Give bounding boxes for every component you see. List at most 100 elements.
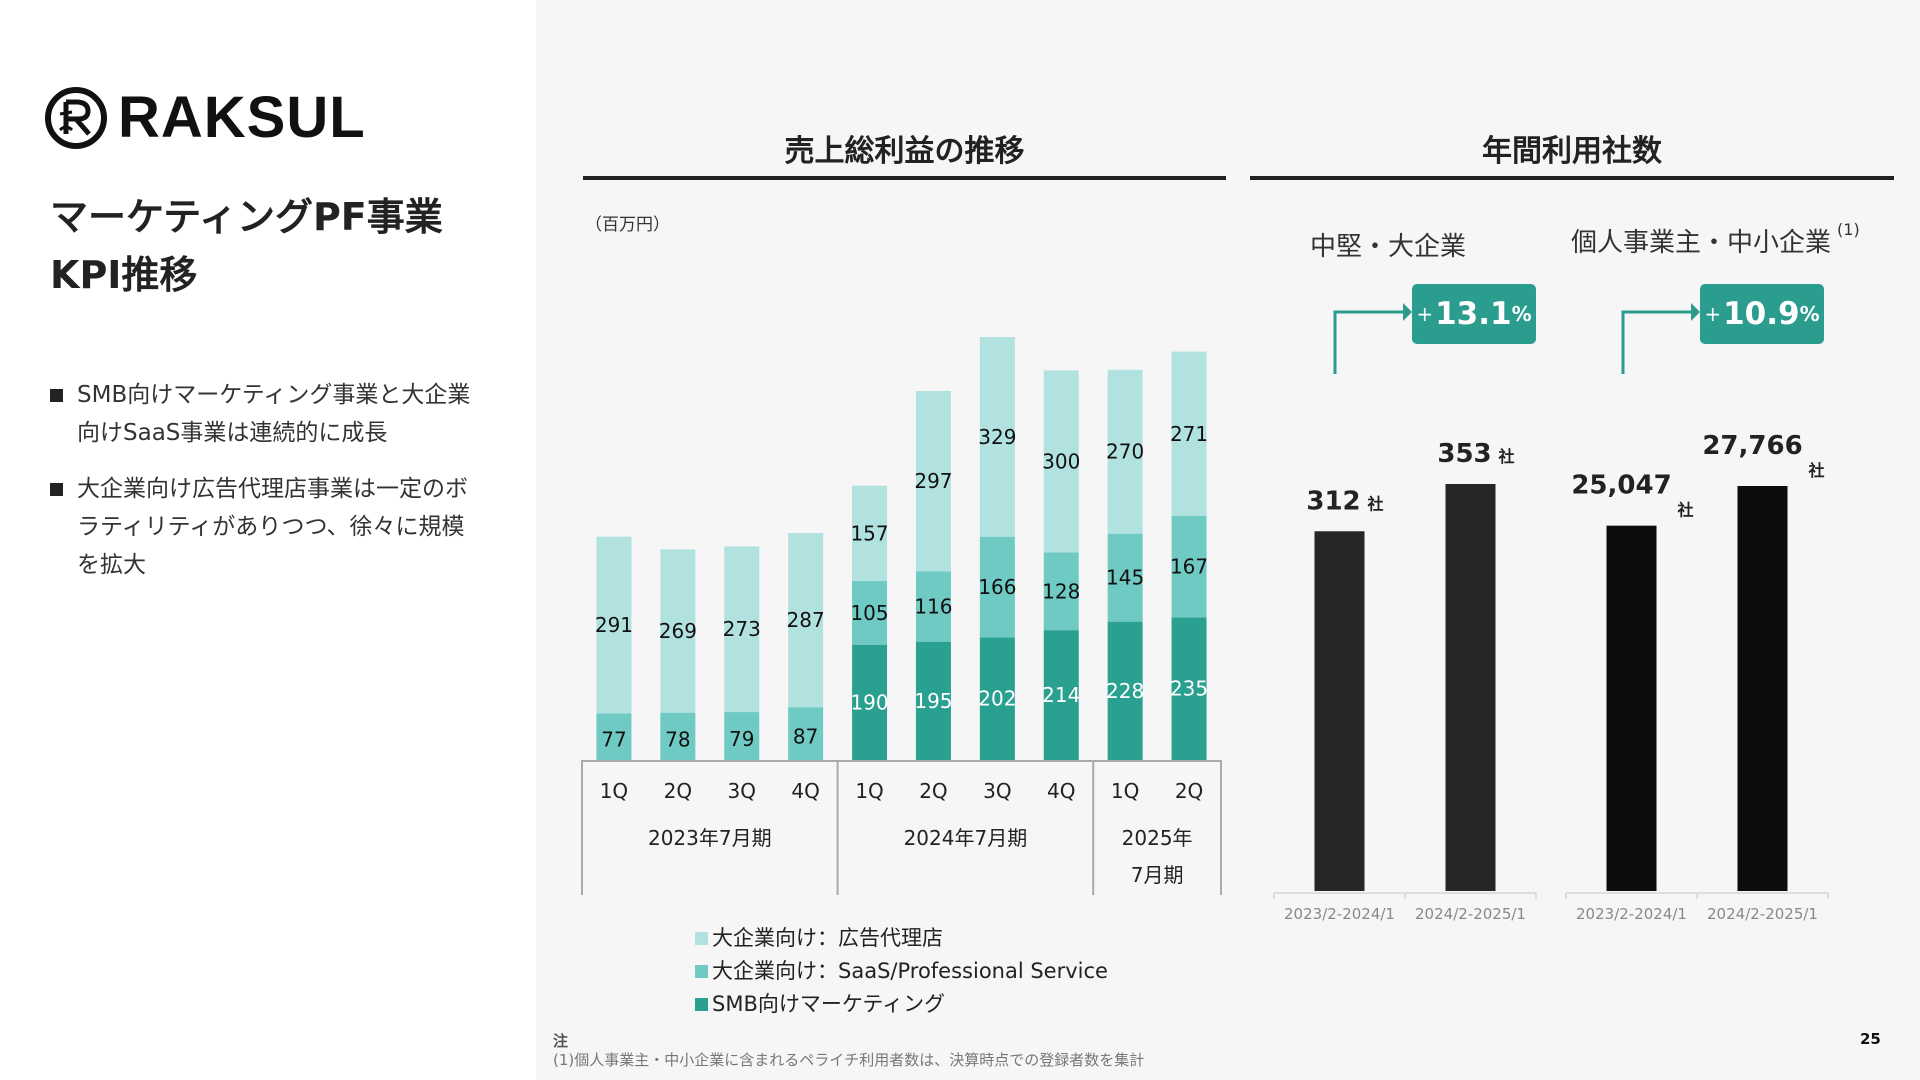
data-label: 145 bbox=[1106, 566, 1144, 590]
data-label: 79 bbox=[729, 727, 754, 751]
bar-segment-ad-agency bbox=[1171, 351, 1207, 517]
value-unit: 社 bbox=[1676, 501, 1693, 520]
data-label: 116 bbox=[914, 594, 952, 618]
bar-segment-saas bbox=[724, 712, 760, 760]
data-label: 202 bbox=[978, 687, 1016, 711]
legend-item-saas: 大企業向け：SaaS/Professional Service bbox=[695, 955, 1108, 988]
bullet-text: SMB向けマーケティング事業と大企業 bbox=[77, 382, 471, 408]
group-label: 2023年7月期 bbox=[648, 826, 772, 850]
x-tick-label: 2Q bbox=[664, 779, 692, 803]
x-tick-label: 1Q bbox=[600, 779, 628, 803]
data-label: 105 bbox=[850, 601, 888, 625]
data-label: 167 bbox=[1170, 555, 1208, 579]
legend-label: 大企業向け：広告代理店 bbox=[712, 926, 943, 950]
group-title-text: 個人事業主・中小企業 bbox=[1571, 228, 1832, 258]
legend-swatch-saas bbox=[695, 965, 708, 978]
value-label: 353 bbox=[1437, 439, 1491, 469]
group-label: 7月期 bbox=[1131, 863, 1184, 887]
chart-legend: 大企業向け：広告代理店 大企業向け：SaaS/Professional Serv… bbox=[695, 922, 1108, 1021]
bar-segment-saas bbox=[1043, 552, 1079, 631]
x-tick-label: 2023/2-2024/1 bbox=[1284, 905, 1395, 923]
bar-segment-saas bbox=[1171, 516, 1207, 618]
bar-segment-ad-agency bbox=[1043, 370, 1079, 553]
legend-swatch-smb bbox=[695, 998, 708, 1011]
growth-unit: % bbox=[1511, 302, 1532, 326]
x-tick-label: 2024/2-2025/1 bbox=[1707, 905, 1818, 923]
data-label: 228 bbox=[1106, 679, 1144, 703]
customer-bar bbox=[1737, 486, 1788, 891]
growth-badge-smb: +10.9% bbox=[1700, 284, 1824, 344]
value-unit: 社 bbox=[1498, 447, 1515, 466]
footnote-text: (1)個人事業主・中小企業に含まれるペライチ利用者数は、決算時点での登録者数を集… bbox=[553, 1051, 1145, 1069]
data-label: 214 bbox=[1042, 683, 1080, 707]
bar-segment-smb bbox=[979, 637, 1015, 760]
bar-segment-saas bbox=[660, 712, 696, 760]
data-label: 297 bbox=[914, 469, 952, 493]
bar-segment-ad-agency bbox=[979, 337, 1015, 537]
data-label: 157 bbox=[850, 521, 888, 545]
page-title-line1: マーケティングPF事業 bbox=[50, 195, 443, 239]
arrow-head-icon bbox=[1403, 303, 1412, 321]
footnote: 注 (1)個人事業主・中小企業に含まれるペライチ利用者数は、決算時点での登録者数… bbox=[553, 1032, 1144, 1070]
bar-segment-ad-agency bbox=[660, 549, 696, 713]
x-tick-label: 1Q bbox=[855, 779, 883, 803]
customer-bar bbox=[1445, 484, 1496, 891]
growth-arrow-line bbox=[1621, 310, 1692, 374]
x-tick-label: 1Q bbox=[1111, 779, 1139, 803]
growth-value: 10.9 bbox=[1723, 296, 1800, 332]
legend-label: 大企業向け：SaaS/Professional Service bbox=[712, 959, 1108, 983]
left-panel: RAKSUL マーケティングPF事業 KPI推移 SMB向けマーケティング事業と… bbox=[0, 0, 536, 1080]
growth-value: 13.1 bbox=[1435, 296, 1512, 332]
footnote-heading: 注 bbox=[553, 1032, 569, 1050]
data-label: 273 bbox=[723, 617, 761, 641]
data-label: 166 bbox=[978, 575, 1016, 599]
brand-name: RAKSUL bbox=[118, 85, 366, 150]
footnote-ref: (1) bbox=[1837, 220, 1860, 239]
bar-segment-ad-agency bbox=[724, 546, 760, 713]
bar-segment-smb bbox=[1171, 617, 1207, 760]
bar-segment-saas bbox=[1107, 533, 1143, 622]
growth-plus: + bbox=[1416, 302, 1434, 326]
group-title-text: 中堅・大企業 bbox=[1310, 232, 1467, 262]
group-label: 2024年7月期 bbox=[904, 826, 1028, 850]
group-label: 2025年 bbox=[1122, 826, 1193, 850]
raksul-circle-r-icon bbox=[45, 87, 107, 149]
data-label: 195 bbox=[914, 689, 952, 713]
bar-segment-ad-agency bbox=[788, 533, 824, 708]
bar-segment-saas bbox=[979, 536, 1015, 638]
growth-unit: % bbox=[1799, 302, 1820, 326]
data-label: 329 bbox=[978, 425, 1016, 449]
bar-segment-saas bbox=[852, 580, 888, 645]
bar-segment-ad-agency bbox=[1107, 369, 1143, 534]
growth-badge-large-enterprise: +13.1% bbox=[1412, 284, 1536, 344]
x-tick-label: 3Q bbox=[983, 779, 1011, 803]
bullet-text: 向けSaaS事業は連続的に成長 bbox=[77, 420, 388, 446]
gross-profit-title: 売上総利益の推移 bbox=[784, 134, 1025, 169]
data-label: 190 bbox=[850, 690, 888, 714]
bar-segment-ad-agency bbox=[852, 485, 888, 581]
unit-label: （百万円） bbox=[585, 215, 670, 235]
data-label: 287 bbox=[787, 608, 825, 632]
bullet-item: 大企業向け広告代理店事業は一定のボ ラティリティがありつつ、徐々に規模 を拡大 bbox=[50, 470, 500, 584]
data-label: 87 bbox=[793, 725, 818, 749]
growth-plus: + bbox=[1704, 302, 1722, 326]
bar-segment-smb bbox=[1107, 621, 1143, 760]
group-title-large-enterprise: 中堅・大企業 bbox=[1310, 226, 1466, 263]
bar-segment-ad-agency bbox=[915, 391, 951, 572]
bullet-item: SMB向けマーケティング事業と大企業 向けSaaS事業は連続的に成長 bbox=[50, 376, 500, 452]
x-tick-label: 2024/2-2025/1 bbox=[1415, 905, 1526, 923]
growth-arrow-line bbox=[1333, 310, 1404, 374]
data-label: 235 bbox=[1170, 677, 1208, 701]
legend-item-smb: SMB向けマーケティング bbox=[695, 988, 1108, 1021]
bullet-text: ラティリティがありつつ、徐々に規模 bbox=[77, 514, 465, 540]
gross-profit-title-rule bbox=[583, 176, 1226, 180]
brand-logo: RAKSUL bbox=[44, 86, 366, 150]
data-label: 271 bbox=[1170, 422, 1208, 446]
x-tick-label: 3Q bbox=[728, 779, 756, 803]
legend-item-ad-agency: 大企業向け：広告代理店 bbox=[695, 922, 1108, 955]
bullet-square-icon bbox=[50, 389, 63, 402]
data-label: 269 bbox=[659, 619, 697, 643]
data-label: 291 bbox=[595, 613, 633, 637]
customers-title-rule bbox=[1250, 176, 1894, 180]
